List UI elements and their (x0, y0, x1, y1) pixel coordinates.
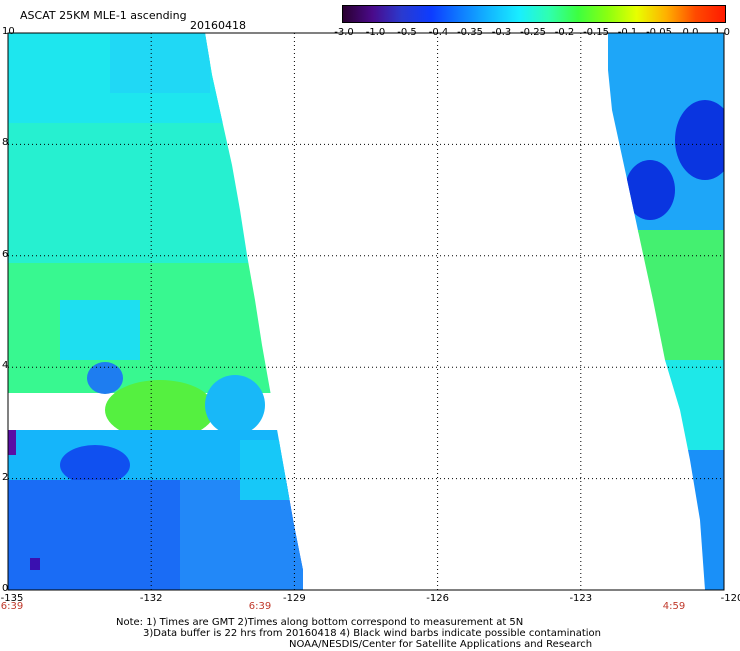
grid-lines (8, 33, 724, 590)
right-swath (608, 33, 724, 590)
left-swath (8, 33, 303, 590)
time-label: 4:59 (662, 601, 686, 612)
y-tick-label: 2 (2, 471, 9, 483)
x-tick-label: -129 (283, 593, 306, 604)
y-tick-label: 8 (2, 137, 9, 149)
y-tick-label: 10 (2, 26, 15, 37)
colorbar (342, 5, 726, 23)
x-tick-label: -132 (139, 593, 163, 604)
map-title: ASCAT 25KM MLE-1 ascending (20, 9, 187, 22)
note-line-3: NOAA/NESDIS/Center for Satellite Applica… (289, 639, 593, 650)
time-label: 6:39 (0, 601, 24, 612)
y-tick-label: 6 (2, 248, 9, 260)
x-tick-label: -123 (569, 593, 593, 604)
time-label: 6:39 (248, 601, 272, 612)
note-line-1: Note: 1) Times are GMT 2)Times along bot… (116, 617, 524, 628)
note-line-2: 3)Data buffer is 22 hrs from 20160418 4)… (143, 628, 601, 639)
y-tick-label: 0 (2, 583, 9, 594)
x-tick-label: -120 (720, 593, 740, 604)
y-tick-label: 4 (2, 360, 9, 372)
x-tick-label: -135 (0, 593, 24, 604)
x-tick-label: -126 (426, 593, 449, 604)
map-frame (7, 32, 725, 591)
map-date: 20160418 (190, 19, 246, 32)
